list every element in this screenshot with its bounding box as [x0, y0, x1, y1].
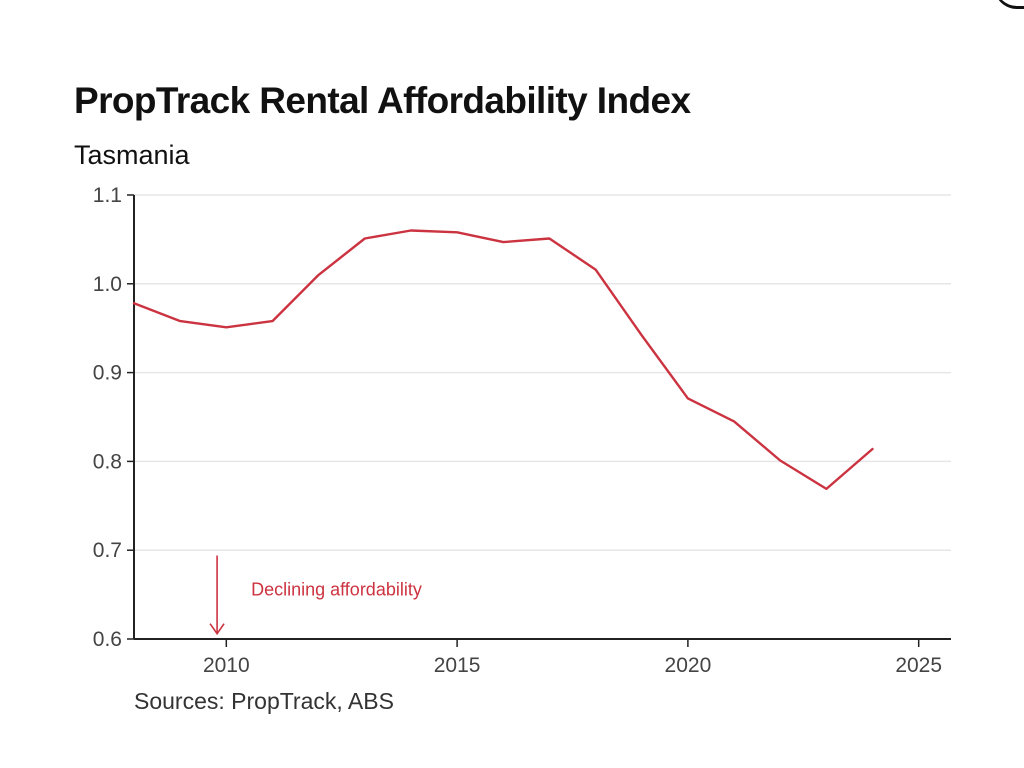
y-tick-label: 0.6: [93, 628, 122, 651]
y-tick-label: 0.9: [93, 362, 122, 385]
axes: [127, 194, 951, 647]
chart-subtitle: Tasmania: [74, 140, 190, 170]
y-tick-label: 0.7: [93, 539, 122, 562]
annotation: Declining affordability: [209, 555, 422, 636]
chart-source: Sources: PropTrack, ABS: [134, 688, 394, 714]
grid-lines: [134, 194, 951, 551]
x-tick-label: 2025: [895, 654, 942, 677]
y-tick-label: 1.0: [93, 273, 122, 296]
series-line-tasmania: [132, 229, 874, 491]
y-tick-label: 0.8: [93, 450, 122, 473]
x-tick-label: 2010: [203, 654, 250, 677]
series-lines: [132, 229, 874, 491]
y-tick-label: 1.1: [93, 184, 122, 207]
x-tick-labels: 2010 2015 2020 2025: [203, 654, 942, 677]
x-tick-label: 2020: [665, 654, 712, 677]
y-tick-labels: 0.6 0.7 0.8 0.9 1.0 1.1: [93, 184, 122, 651]
x-tick-label: 2015: [434, 654, 481, 677]
annotation-arrow-head: [209, 623, 225, 636]
chart-title: PropTrack Rental Affordability Index: [74, 80, 691, 121]
annotation-label: Declining affordability: [251, 579, 422, 599]
